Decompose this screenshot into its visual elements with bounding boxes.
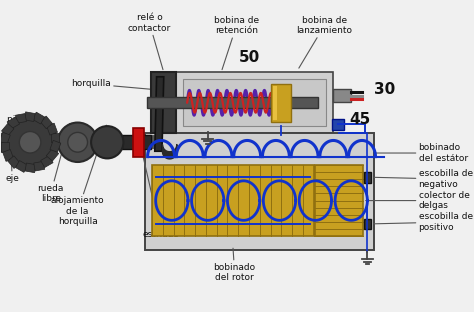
Text: alojamiento
de la
horquilla: alojamiento de la horquilla <box>51 125 106 226</box>
Text: eje: eje <box>5 138 19 183</box>
Polygon shape <box>1 124 14 136</box>
Polygon shape <box>34 161 45 171</box>
Text: bobina de
lanzamiento: bobina de lanzamiento <box>296 16 352 68</box>
Bar <box>176 72 333 133</box>
Bar <box>183 80 326 126</box>
Text: piñón de
ataque: piñón de ataque <box>7 115 46 162</box>
Polygon shape <box>3 149 14 161</box>
Circle shape <box>91 126 123 158</box>
Text: bobinado
del rotor: bobinado del rotor <box>214 248 255 282</box>
Text: relé o
contactor: relé o contactor <box>128 13 171 70</box>
Circle shape <box>58 123 97 162</box>
Text: horquilla: horquilla <box>71 80 159 90</box>
Text: colector de
delgas: colector de delgas <box>365 191 469 210</box>
Polygon shape <box>24 112 35 121</box>
Polygon shape <box>50 140 61 152</box>
Bar <box>147 97 318 108</box>
Text: escobilla de
negativo: escobilla de negativo <box>374 169 473 189</box>
Text: rueda
libre: rueda libre <box>37 124 70 203</box>
Bar <box>134 128 144 157</box>
Circle shape <box>68 132 88 152</box>
Bar <box>333 89 351 102</box>
Text: estriado: estriado <box>138 136 180 239</box>
Text: escobilla de
positivo: escobilla de positivo <box>374 212 473 232</box>
Bar <box>273 86 277 120</box>
Bar <box>152 165 314 236</box>
Polygon shape <box>8 156 20 168</box>
Polygon shape <box>1 142 9 152</box>
Polygon shape <box>46 149 59 161</box>
Circle shape <box>3 115 57 169</box>
Polygon shape <box>7 117 19 129</box>
Polygon shape <box>41 156 53 168</box>
Text: bobina de
retención: bobina de retención <box>214 16 259 70</box>
Text: 45: 45 <box>349 112 371 127</box>
Bar <box>122 135 151 149</box>
Polygon shape <box>40 116 53 129</box>
Bar <box>331 119 344 130</box>
Polygon shape <box>46 123 57 135</box>
Bar <box>315 165 363 236</box>
Text: bobinado
del estátor: bobinado del estátor <box>374 143 468 163</box>
Text: 50: 50 <box>239 50 261 65</box>
Bar <box>145 133 374 250</box>
Polygon shape <box>25 163 36 173</box>
Polygon shape <box>0 132 10 144</box>
Bar <box>364 218 371 229</box>
Text: 30: 30 <box>374 82 395 97</box>
Bar <box>364 172 371 183</box>
Polygon shape <box>155 77 164 151</box>
Polygon shape <box>16 114 27 123</box>
Polygon shape <box>32 112 45 124</box>
Bar <box>151 72 176 133</box>
Circle shape <box>19 131 41 153</box>
Polygon shape <box>51 133 59 142</box>
Bar <box>272 84 291 122</box>
Polygon shape <box>16 160 28 172</box>
